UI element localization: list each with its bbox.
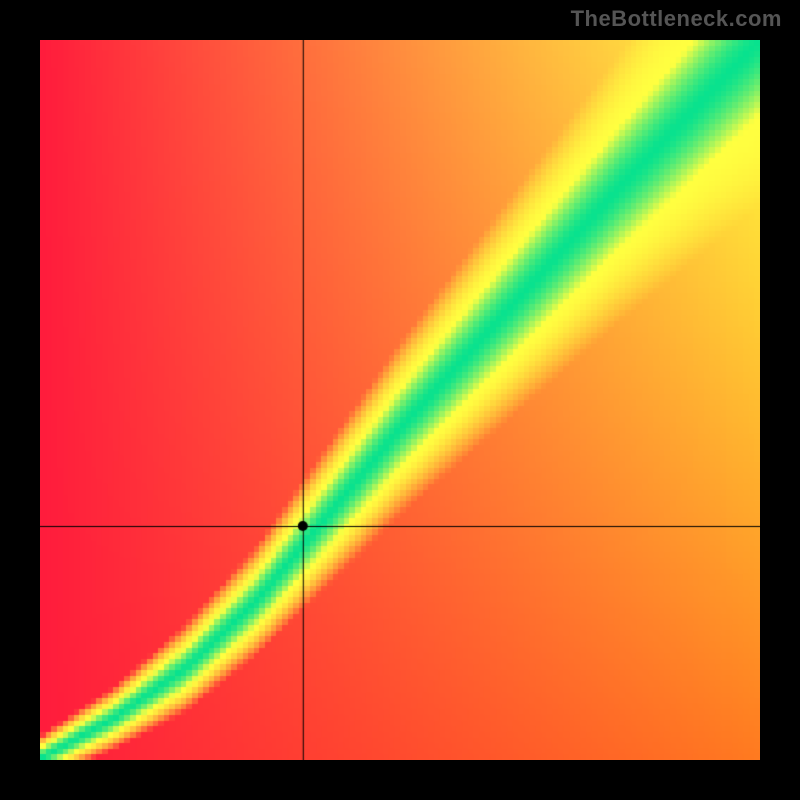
chart-container: TheBottleneck.com bbox=[0, 0, 800, 800]
bottleneck-heatmap bbox=[40, 40, 760, 760]
watermark-text: TheBottleneck.com bbox=[571, 6, 782, 32]
